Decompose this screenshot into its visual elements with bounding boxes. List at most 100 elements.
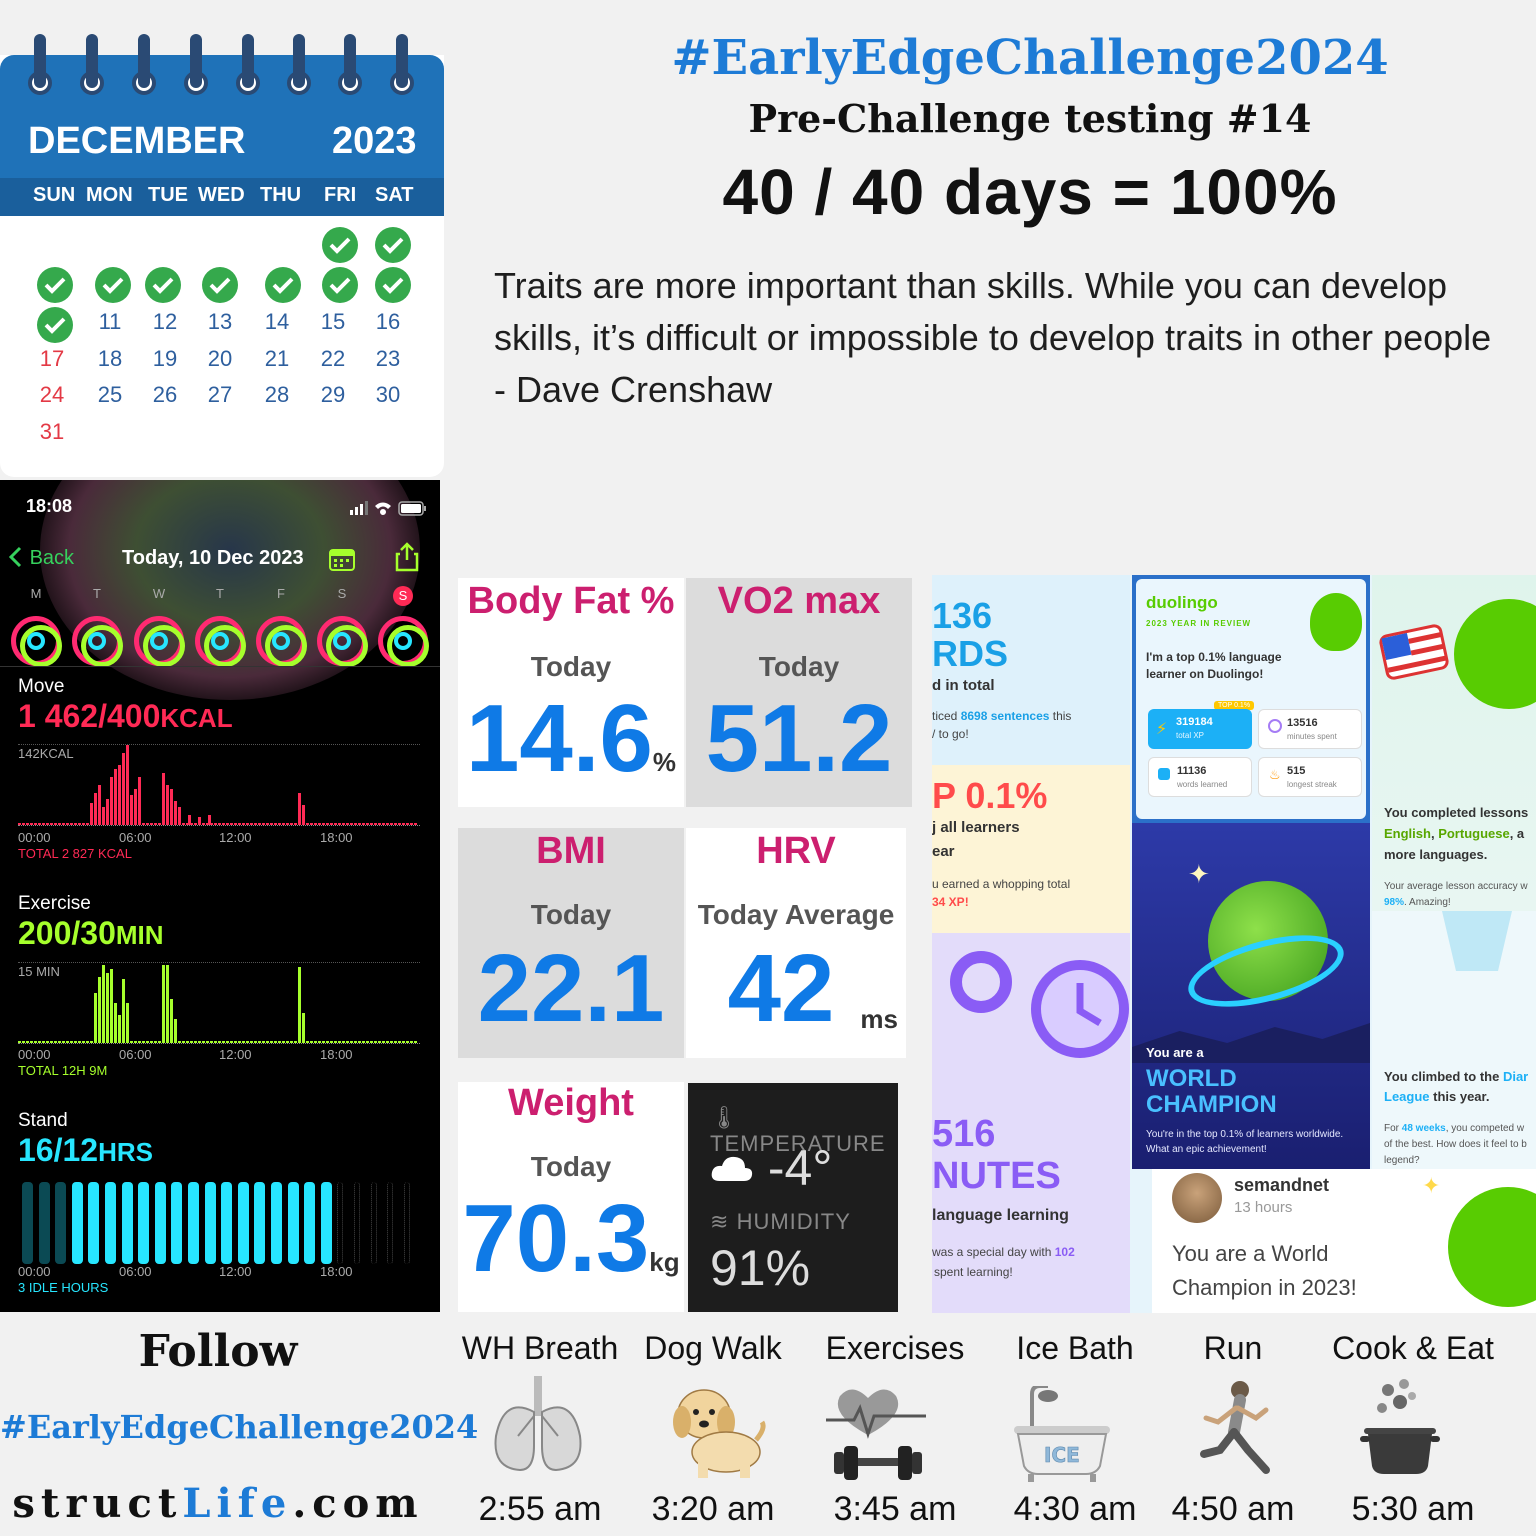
duolingo-brand: duolingo — [1146, 593, 1218, 613]
chart-bar — [154, 823, 157, 825]
checkmark-icon — [37, 267, 73, 303]
footer-hashtag[interactable]: #EarlyEdgeChallenge2024 — [0, 1408, 440, 1446]
week-letter[interactable]: T — [210, 586, 230, 601]
chart-bar — [366, 1041, 369, 1043]
week-letter[interactable]: T — [87, 586, 107, 601]
climb-line3: For 48 weeks, you competed w — [1384, 1123, 1524, 1134]
tile-value-row: 70.3kg — [458, 1191, 684, 1287]
week-letter[interactable]: W — [149, 586, 169, 601]
chart-bar — [30, 823, 33, 825]
activity-ring-icon[interactable] — [134, 616, 184, 666]
calendar-day: 27 — [200, 382, 240, 408]
chart-bar — [338, 1041, 341, 1043]
chart-bar — [366, 823, 369, 825]
minutes-line2: spent learning! — [934, 1265, 1013, 1279]
checkmark-icon — [202, 267, 238, 303]
chart-bar — [122, 753, 125, 825]
climb-line4: of the best. How does it feel to b — [1384, 1139, 1527, 1150]
accuracy-line2: 98%. Amazing! — [1384, 897, 1451, 908]
post-user[interactable]: semandnet — [1234, 1175, 1329, 1196]
activity-ring-icon[interactable] — [378, 616, 428, 666]
chart-bar — [310, 1041, 313, 1043]
checkmark-icon — [95, 267, 131, 303]
calendar-ring — [396, 34, 408, 88]
words-big: 136 — [932, 595, 992, 637]
chart-bar — [74, 1041, 77, 1043]
accuracy-line1: Your average lesson accuracy w — [1384, 881, 1528, 892]
chart-bar — [98, 785, 101, 825]
week-letter[interactable]: S — [332, 586, 352, 601]
activity-ring-icon[interactable] — [317, 616, 367, 666]
week-letter[interactable]: F — [271, 586, 291, 601]
stand-bar — [122, 1182, 133, 1264]
chart-bar — [94, 793, 97, 825]
calendar-day: 11 — [90, 309, 130, 335]
lessons-line3: more languages. — [1384, 847, 1487, 862]
stand-bar — [221, 1182, 232, 1264]
champion-note: You're in the top 0.1% of learners world… — [1146, 1127, 1362, 1157]
chart-bar — [150, 823, 153, 825]
activity-ring-icon[interactable] — [256, 616, 306, 666]
chart-bar — [374, 823, 377, 825]
share-icon[interactable] — [394, 542, 420, 577]
chart-bar — [118, 765, 121, 825]
week-letter[interactable]: M — [26, 586, 46, 601]
calendar-day: 31 — [32, 419, 72, 445]
back-button[interactable]: Back — [8, 546, 74, 570]
chart-bar — [126, 745, 129, 825]
league-panel: You climbed to the Diar League this year… — [1372, 911, 1536, 1169]
chart-bar — [66, 823, 69, 825]
checkmark-icon — [322, 267, 358, 303]
calendar-day: 22 — [313, 346, 353, 372]
move-total: TOTAL 2 827 KCAL — [18, 846, 132, 861]
activity-ring-icon[interactable] — [72, 616, 122, 666]
chart-bar — [194, 823, 197, 825]
chart-bar — [230, 1041, 233, 1043]
chart-bar — [54, 1041, 57, 1043]
words-sub: d in total — [932, 677, 995, 694]
activity-ring-icon[interactable] — [195, 616, 245, 666]
body-fat-tile: Body Fat % Today 14.6% — [458, 578, 684, 807]
chart-bar — [318, 1041, 321, 1043]
chart-bar — [198, 817, 201, 825]
week-letter[interactable]: S — [393, 586, 413, 606]
weight-tile: Weight Today 70.3kg — [458, 1082, 684, 1312]
words-icon — [1158, 768, 1170, 780]
chart-bar — [186, 1041, 189, 1043]
chart-bar — [250, 823, 253, 825]
chart-bar — [208, 815, 211, 825]
chart-bar — [290, 1041, 293, 1043]
chart-bar — [326, 823, 329, 825]
calendar-day: 25 — [90, 382, 130, 408]
stand-bar — [387, 1182, 393, 1264]
checkmark-icon — [145, 267, 181, 303]
chart-bar — [410, 823, 413, 825]
exercise-unit: MIN — [116, 920, 164, 950]
chart-bar — [182, 823, 185, 825]
calendar-day: 14 — [257, 309, 297, 335]
chart-bar — [306, 1041, 309, 1043]
chart-bar — [390, 1041, 393, 1043]
year-review-panel: duolingo 2023 YEAR IN REVIEW I'm a top 0… — [1132, 575, 1370, 823]
chart-bar — [86, 1041, 89, 1043]
chart-bar — [326, 1041, 329, 1043]
chart-bar — [346, 1041, 349, 1043]
chart-bar — [222, 1041, 225, 1043]
calendar-day: 28 — [257, 382, 297, 408]
checkmark-icon — [37, 307, 73, 343]
stand-bar — [304, 1182, 315, 1264]
chart-bar — [382, 823, 385, 825]
website-link[interactable]: structLife.com — [0, 1480, 436, 1527]
chart-bar — [166, 965, 169, 1043]
activity-date: Today, 10 Dec 2023 — [122, 547, 304, 570]
chart-bar — [38, 823, 41, 825]
stat-card: 515 longest streak ♨︎ — [1258, 757, 1362, 797]
activity-ring-icon[interactable] — [11, 616, 61, 666]
chart-bar — [58, 823, 61, 825]
calendar-icon[interactable] — [328, 546, 356, 577]
chart-bar — [338, 823, 341, 825]
chart-bar — [34, 823, 37, 825]
chart-bar — [254, 1041, 257, 1043]
climb-line5: legend? — [1384, 1155, 1420, 1166]
chart-bar — [42, 823, 45, 825]
